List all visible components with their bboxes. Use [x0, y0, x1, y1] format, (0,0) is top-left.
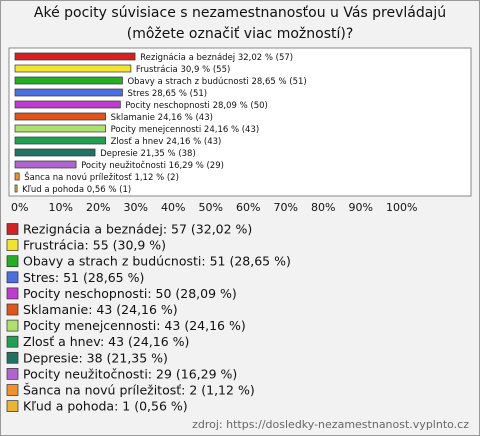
legend-swatch [6, 255, 19, 268]
x-tick-label: 80% [311, 201, 335, 214]
legend-swatch [6, 223, 19, 235]
legend-label: Pocity menejcennosti: 43 (24,16 %) [23, 318, 246, 333]
legend-label: Zlosť a hnev: 43 (24,16 %) [23, 334, 189, 349]
legend-swatch [6, 368, 19, 380]
legend-label: Rezignácia a beznádej: 57 (32,02 %) [23, 222, 252, 237]
x-tick-label: 50% [199, 201, 223, 214]
bar [14, 184, 18, 193]
bar [14, 76, 123, 85]
bar-label: Rezignácia a beznádej 32,02 % (57) [140, 53, 293, 63]
bar [14, 124, 106, 133]
bar-label: Frustrácia 30,9 % (55) [136, 65, 230, 75]
bar-label: Obavy a strach z budúcnosti 28,65 % (51) [127, 77, 306, 87]
chart-title: Aké pocity súvisiace s nezamestnanosťou … [33, 5, 447, 42]
legend-label: Frustrácia: 55 (30,9 %) [23, 238, 166, 253]
bar-category: Sklamanie [111, 113, 155, 123]
legend-swatch [6, 400, 19, 412]
legend-swatch [6, 287, 19, 300]
bar-category: Obavy a strach z budúcnosti [127, 77, 248, 87]
x-tick-label: 30% [124, 201, 148, 214]
bar-label: Pocity neužitočnosti 16,29 % (29) [81, 160, 224, 171]
bar-value-label: 0,56 % (1) [87, 185, 131, 195]
bar-value-label: 1,12 % (2) [134, 173, 178, 183]
bar-value-label: 21,35 % (38) [141, 149, 196, 159]
bar-label: Kľud a pohoda 0,56 % (1) [22, 185, 131, 195]
bar-value-label: 28,65 % (51) [251, 77, 306, 87]
bar-value-label: 30,9 % (55) [180, 65, 230, 75]
bar [14, 172, 20, 181]
bar-label: Pocity menejcennosti 24,16 % (43) [111, 125, 260, 135]
bar-value-label: 24,16 % (43) [204, 125, 259, 135]
x-tick-label: 90% [349, 201, 373, 214]
bar [14, 112, 106, 121]
bar-label: Depresie 21,35 % (38) [100, 149, 196, 159]
bar-value-label: 28,65 % (51) [152, 89, 207, 99]
bar-category: Stres [127, 89, 149, 99]
legend-swatch [6, 239, 19, 251]
bar-value-label: 32,02 % (57) [238, 53, 293, 63]
x-tick-label: 0% [11, 201, 28, 214]
bar [14, 160, 77, 169]
bar-category: Pocity neužitočnosti [81, 160, 166, 171]
legend-swatch [6, 319, 19, 332]
legend-label: Pocity neužitočnosti: 29 (16,29 %) [23, 366, 237, 381]
bar-value-label: 24,16 % (43) [166, 137, 221, 147]
bar-label: Zlosť a hnev 24,16 % (43) [111, 137, 222, 147]
bar-label: Sklamanie 24,16 % (43) [111, 113, 213, 123]
bar [14, 52, 136, 61]
legend-label: Sklamanie: 43 (24,16 %) [23, 302, 178, 317]
x-tick-label: 60% [236, 201, 260, 214]
bar-category: Šanca na novú príležitosť [24, 171, 132, 183]
legend-label: Kľud a pohoda: 1 (0,56 %) [23, 399, 188, 414]
bar [14, 64, 132, 73]
bar [14, 88, 123, 97]
plot-area [8, 47, 472, 197]
bar-value-label: 28,09 % (50) [213, 101, 268, 111]
legend-swatch [6, 303, 19, 316]
bar-category: Pocity neschopnosti [125, 101, 210, 111]
bar-category: Zlosť a hnev [111, 137, 164, 147]
legend-label: Šanca na novú príležitosť: 2 (1,12 %) [23, 383, 255, 398]
legend-label: Stres: 51 (28,65 %) [23, 270, 144, 285]
bar [14, 148, 96, 157]
x-tick-label: 10% [49, 201, 73, 214]
x-tick-label: 40% [161, 201, 185, 214]
bar [14, 136, 106, 145]
bar [14, 100, 121, 109]
bar-category: Rezignácia a beznádej [140, 53, 235, 63]
source: zdroj: https://dosledky-nezamestnanost.v… [192, 418, 469, 431]
bar-category: Kľud a pohoda [22, 185, 84, 195]
legend-swatch [6, 271, 19, 284]
legend-label: Pocity neschopnosti: 50 (28,09 %) [23, 286, 237, 301]
x-tick-label: 20% [86, 201, 110, 214]
bar-label: Pocity neschopnosti 28,09 % (50) [125, 101, 268, 111]
bar-value-label: 16,29 % (29) [169, 161, 224, 171]
legend-swatch [6, 335, 19, 348]
legend-swatch [6, 351, 19, 364]
legend-label: Obavy a strach z budúcnosti: 51 (28,65 %… [23, 254, 291, 269]
bar-label: Šanca na novú príležitosť 1,12 % (2) [24, 171, 179, 183]
bar-value-label: 24,16 % (43) [158, 113, 213, 123]
x-tick-label: 70% [274, 201, 298, 214]
bar-category: Depresie [100, 149, 138, 159]
legend-swatch [6, 384, 19, 396]
bar-category: Pocity menejcennosti [111, 125, 202, 135]
bar-category: Frustrácia [136, 65, 178, 75]
x-tick-label: 100% [386, 201, 417, 214]
legend-label: Depresie: 38 (21,35 %) [23, 350, 168, 365]
bar-label: Stres 28,65 % (51) [127, 89, 207, 99]
